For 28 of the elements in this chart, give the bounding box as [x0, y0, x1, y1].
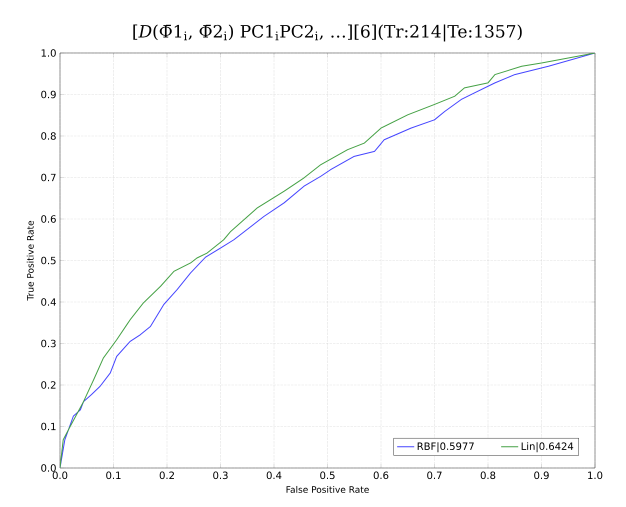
- y-tick-label: 0.0: [41, 464, 56, 472]
- y-tick-label: 0.5: [41, 256, 56, 264]
- y-axis-title: True Positive Rate: [26, 220, 34, 301]
- x-tick-label: 0.4: [266, 472, 282, 480]
- x-tick-label: 0.7: [427, 472, 442, 480]
- x-tick-label: 0.9: [534, 472, 549, 480]
- x-tick-label: 0.5: [320, 472, 335, 480]
- x-tick-label: 0.6: [374, 472, 388, 480]
- x-tick-label: 0.2: [160, 472, 174, 480]
- x-axis-title: False Positive Rate: [286, 486, 369, 493]
- y-tick-label: 1.0: [42, 49, 56, 57]
- y-tick-label: 0.9: [41, 90, 56, 98]
- x-tick-label: 0.1: [106, 472, 121, 480]
- legend-label: Lin|0.6424: [522, 442, 574, 452]
- y-tick-label: 0.4: [41, 298, 56, 306]
- x-tick-label: 0.3: [213, 472, 228, 480]
- y-tick-label: 0.2: [41, 381, 56, 389]
- y-tick-label: 0.1: [41, 422, 56, 430]
- chart-title: [D(Φ̄1$_{i}$, Φ̄2$_{i}$) PC1$_{i}$PC2$_{i}$, …][6](Tr:214|Te:1357): [133, 24, 522, 42]
- y-tick-label: 0.8: [41, 132, 56, 140]
- y-tick-label: 0.6: [41, 215, 56, 223]
- x-tick-label: 0.0: [52, 472, 68, 480]
- legend-label: RBF|0.5977: [418, 442, 474, 452]
- y-tick-label: 0.7: [41, 174, 56, 182]
- x-tick-label: 1.0: [588, 472, 602, 480]
- x-tick-label: 0.8: [480, 472, 496, 480]
- y-tick-label: 0.3: [41, 340, 56, 348]
- line-series: [60, 53, 596, 468]
